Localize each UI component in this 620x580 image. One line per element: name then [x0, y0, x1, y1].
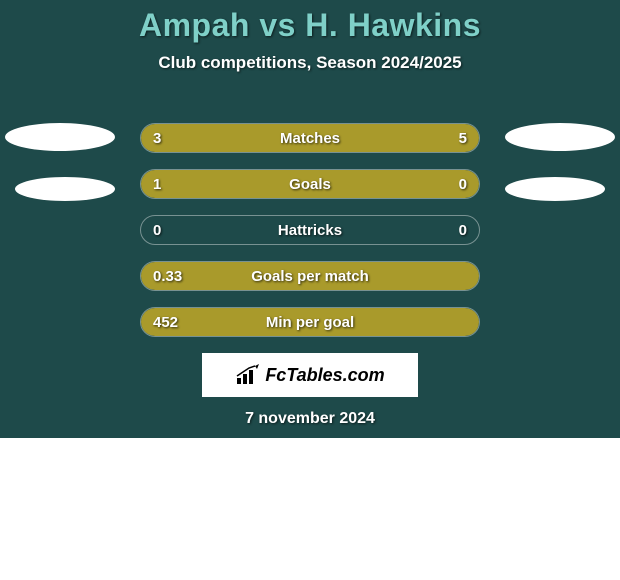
- player-a-badge-1: [5, 123, 115, 151]
- player-b-name: H. Hawkins: [305, 7, 481, 43]
- player-a-badge-2: [15, 177, 115, 201]
- logo-text: FcTables.com: [265, 365, 384, 386]
- bar-label: Min per goal: [141, 314, 479, 331]
- bar-value-right: 0: [459, 222, 467, 239]
- vs-text: vs: [259, 7, 296, 43]
- stat-bars-group: 3Matches51Goals00Hattricks00.33Goals per…: [140, 123, 480, 353]
- player-b-badge-2: [505, 177, 605, 201]
- subtitle: Club competitions, Season 2024/2025: [0, 53, 620, 73]
- comparison-infographic: Ampah vs H. Hawkins Club competitions, S…: [0, 0, 620, 438]
- bar-label: Matches: [141, 130, 479, 147]
- stat-bar-row: 0Hattricks0: [140, 215, 480, 245]
- stat-bar-row: 3Matches5: [140, 123, 480, 153]
- bar-label: Hattricks: [141, 222, 479, 239]
- bar-label: Goals: [141, 176, 479, 193]
- stat-bar-row: 0.33Goals per match: [140, 261, 480, 291]
- stat-bar-row: 1Goals0: [140, 169, 480, 199]
- player-b-badge-1: [505, 123, 615, 151]
- page-title: Ampah vs H. Hawkins: [0, 0, 620, 43]
- date-text: 7 november 2024: [0, 410, 620, 428]
- player-a-name: Ampah: [139, 7, 250, 43]
- logo-chart-icon: [235, 364, 261, 386]
- stat-bar-row: 452Min per goal: [140, 307, 480, 337]
- bar-value-right: 5: [459, 130, 467, 147]
- bar-label: Goals per match: [141, 268, 479, 285]
- fctables-logo: FcTables.com: [202, 353, 418, 397]
- bar-value-right: 0: [459, 176, 467, 193]
